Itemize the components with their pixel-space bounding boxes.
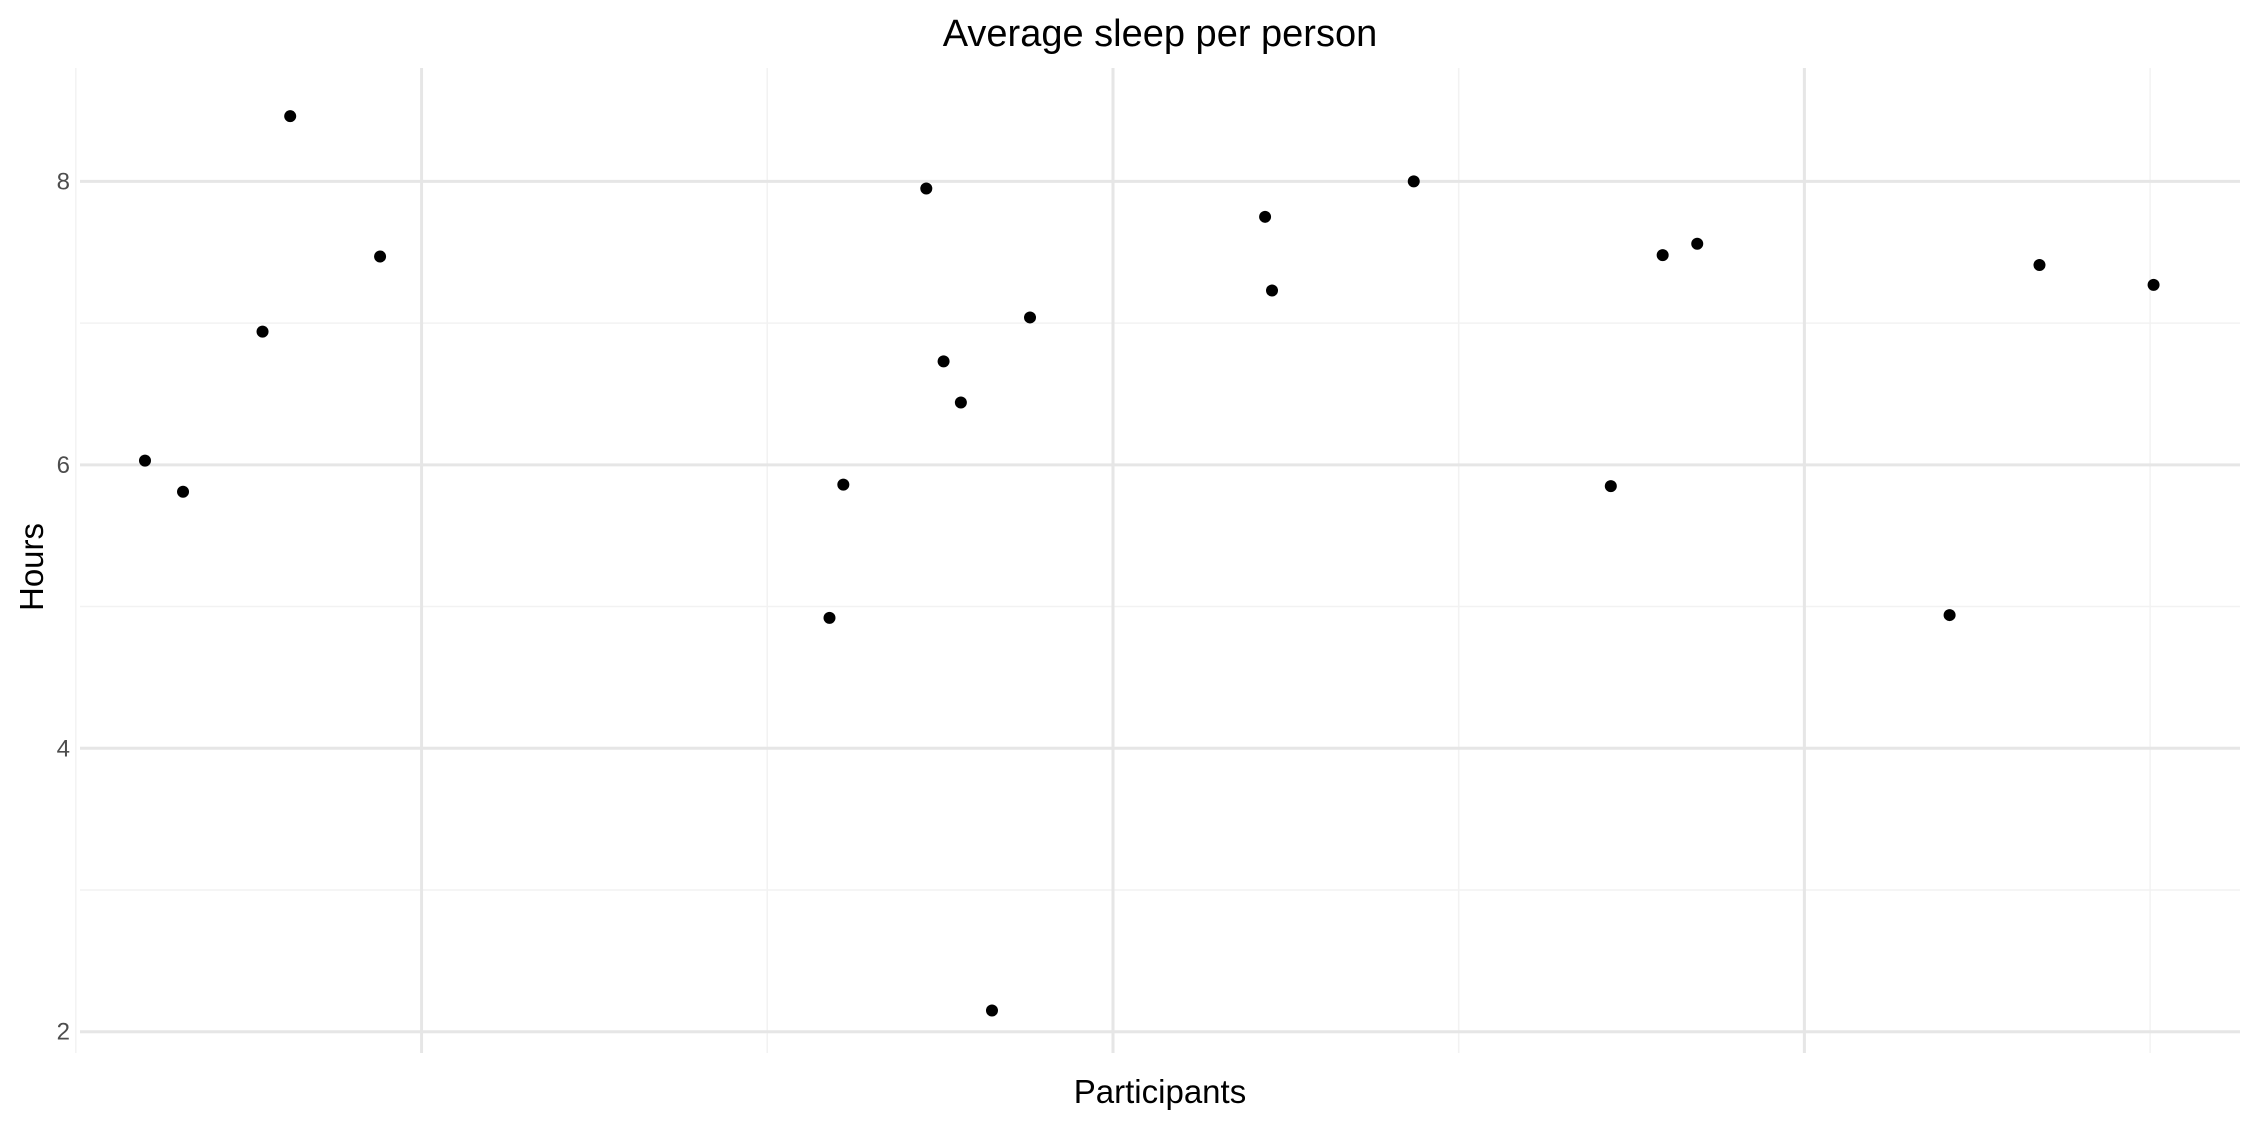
data-point xyxy=(2033,259,2046,271)
data-point xyxy=(1024,311,1037,324)
data-point xyxy=(1407,175,1420,188)
data-point xyxy=(2147,278,2160,291)
data-point xyxy=(138,454,151,467)
data-point xyxy=(823,611,836,624)
data-point xyxy=(837,478,850,491)
y-tick-label: 2 xyxy=(57,1019,70,1046)
data-points xyxy=(138,110,2160,1017)
data-point xyxy=(937,355,950,368)
data-point xyxy=(954,396,967,409)
data-point xyxy=(1656,249,1669,262)
data-point xyxy=(1259,210,1272,223)
x-axis-title: Participants xyxy=(1074,1073,1246,1110)
data-point xyxy=(374,250,387,263)
data-point xyxy=(985,1004,998,1017)
y-tick-label: 4 xyxy=(57,735,70,762)
chart-title: Average sleep per person xyxy=(943,13,1377,55)
data-point xyxy=(1943,609,1956,622)
grid-lines xyxy=(75,68,2240,1053)
data-point xyxy=(177,485,190,498)
data-point xyxy=(284,110,297,123)
data-point xyxy=(1266,284,1279,297)
y-tick-labels: 2 4 6 8 xyxy=(57,168,70,1045)
data-point xyxy=(256,325,269,338)
y-tick-label: 8 xyxy=(57,168,70,195)
data-point xyxy=(1691,237,1704,250)
data-point xyxy=(920,182,933,195)
y-axis-title: Hours xyxy=(13,523,50,611)
data-point xyxy=(1604,480,1617,493)
y-tick-label: 6 xyxy=(57,452,70,479)
